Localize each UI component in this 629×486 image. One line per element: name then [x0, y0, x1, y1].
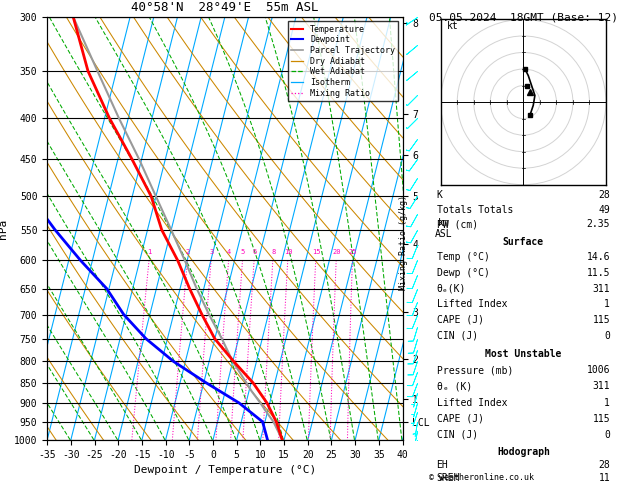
- Text: Lifted Index: Lifted Index: [437, 398, 507, 408]
- Text: 49: 49: [598, 205, 610, 215]
- Text: 6: 6: [252, 248, 257, 255]
- Text: 4: 4: [227, 248, 231, 255]
- Text: 8: 8: [271, 248, 276, 255]
- Text: Lifted Index: Lifted Index: [437, 299, 507, 310]
- Legend: Temperature, Dewpoint, Parcel Trajectory, Dry Adiabat, Wet Adiabat, Isotherm, Mi: Temperature, Dewpoint, Parcel Trajectory…: [287, 21, 398, 101]
- Text: Hodograph: Hodograph: [497, 447, 550, 457]
- Text: 28: 28: [598, 460, 610, 470]
- Y-axis label: hPa: hPa: [0, 218, 8, 239]
- Text: θₑ(K): θₑ(K): [437, 284, 466, 294]
- Text: CIN (J): CIN (J): [437, 430, 477, 440]
- Text: K: K: [437, 190, 442, 200]
- Text: EH: EH: [437, 460, 448, 470]
- Text: Temp (°C): Temp (°C): [437, 253, 489, 262]
- Text: Surface: Surface: [503, 237, 544, 247]
- Text: 14.6: 14.6: [587, 253, 610, 262]
- Text: PW (cm): PW (cm): [437, 219, 477, 229]
- Text: kt: kt: [447, 21, 459, 32]
- Text: θₑ (K): θₑ (K): [437, 382, 472, 391]
- Y-axis label: km
ASL: km ASL: [435, 218, 453, 239]
- Text: 05.05.2024  18GMT (Base: 12): 05.05.2024 18GMT (Base: 12): [429, 12, 618, 22]
- Text: Most Unstable: Most Unstable: [485, 349, 562, 359]
- Text: CIN (J): CIN (J): [437, 330, 477, 341]
- Text: 1: 1: [604, 299, 610, 310]
- Text: Totals Totals: Totals Totals: [437, 205, 513, 215]
- Text: 311: 311: [593, 284, 610, 294]
- X-axis label: Dewpoint / Temperature (°C): Dewpoint / Temperature (°C): [134, 465, 316, 475]
- Text: 1: 1: [604, 398, 610, 408]
- Text: 2: 2: [186, 248, 190, 255]
- Text: 15: 15: [312, 248, 320, 255]
- Text: 2.35: 2.35: [587, 219, 610, 229]
- Text: 20: 20: [332, 248, 341, 255]
- Text: 11: 11: [598, 473, 610, 483]
- Title: 40°58'N  28°49'E  55m ASL: 40°58'N 28°49'E 55m ASL: [131, 1, 319, 15]
- Text: 311: 311: [593, 382, 610, 391]
- Text: 115: 115: [593, 315, 610, 325]
- Text: Pressure (mb): Pressure (mb): [437, 365, 513, 375]
- Text: 115: 115: [593, 414, 610, 424]
- Text: Mixing Ratio (g/kg): Mixing Ratio (g/kg): [399, 195, 408, 291]
- Text: 0: 0: [604, 430, 610, 440]
- Text: 1006: 1006: [587, 365, 610, 375]
- Text: 11.5: 11.5: [587, 268, 610, 278]
- Text: 10: 10: [284, 248, 292, 255]
- Text: SREH: SREH: [437, 473, 460, 483]
- Text: CAPE (J): CAPE (J): [437, 414, 484, 424]
- Text: © weatheronline.co.uk: © weatheronline.co.uk: [429, 473, 534, 482]
- Text: 5: 5: [241, 248, 245, 255]
- Text: 3: 3: [209, 248, 214, 255]
- Text: 0: 0: [604, 330, 610, 341]
- Text: 1: 1: [147, 248, 152, 255]
- Text: 25: 25: [348, 248, 357, 255]
- Text: 28: 28: [598, 190, 610, 200]
- Text: Dewp (°C): Dewp (°C): [437, 268, 489, 278]
- Text: CAPE (J): CAPE (J): [437, 315, 484, 325]
